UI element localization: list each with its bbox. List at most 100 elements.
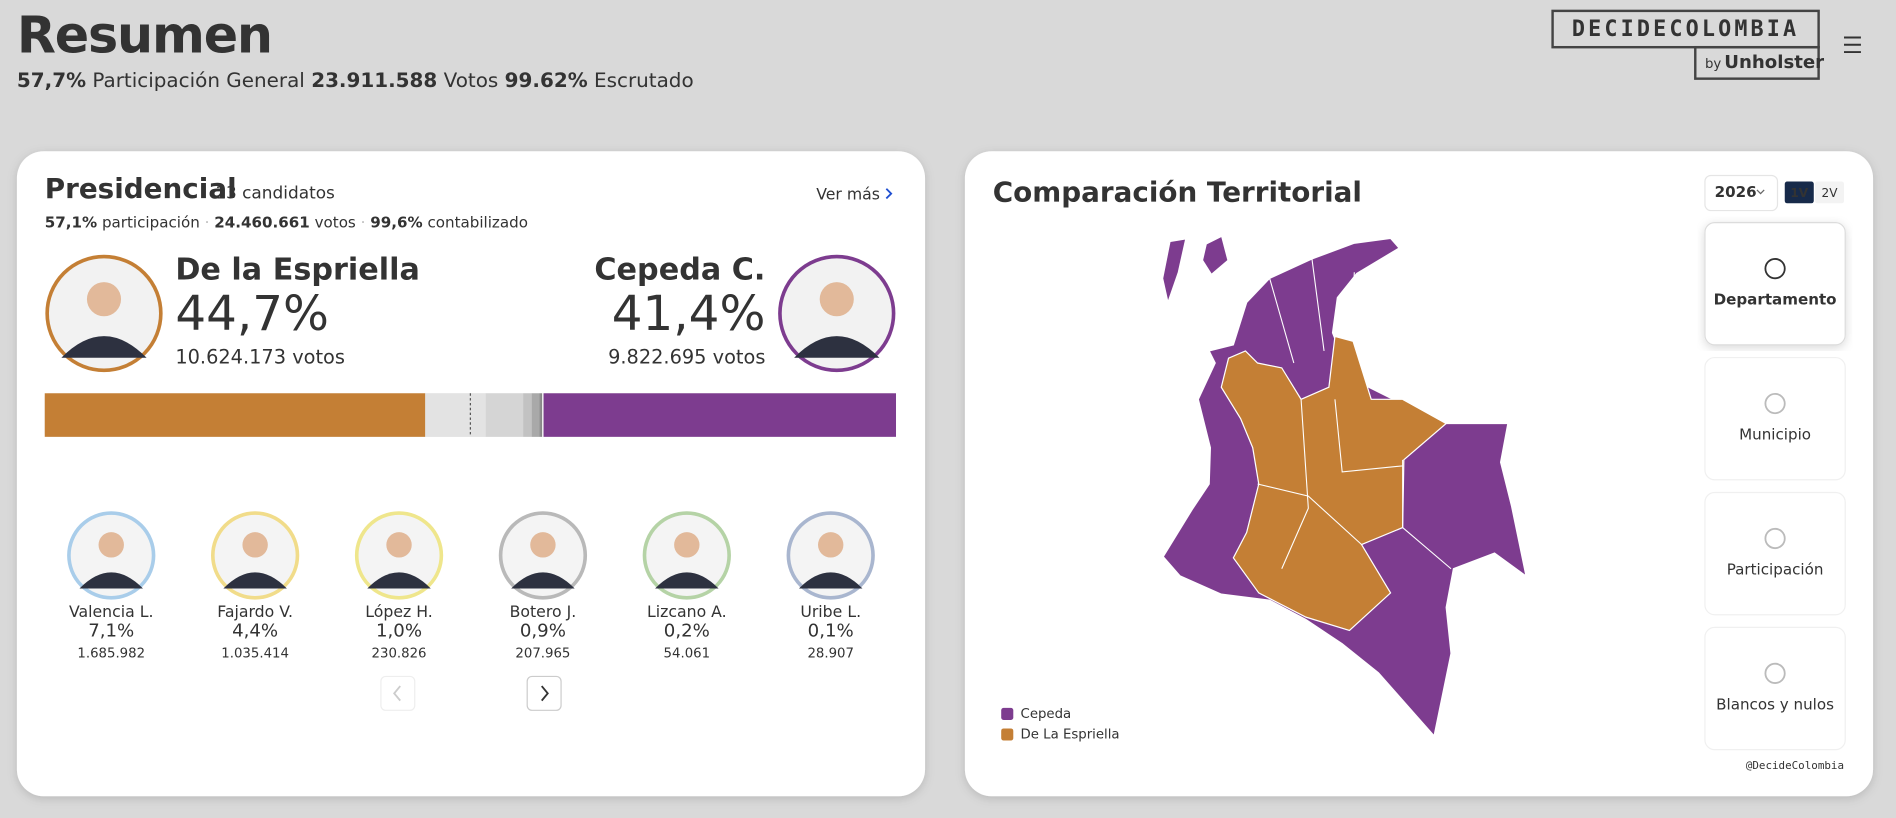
bar-segment xyxy=(543,393,897,437)
logo-box xyxy=(1551,9,1820,49)
avatar-body xyxy=(511,572,575,589)
avatar-head xyxy=(819,282,854,317)
prev-button[interactable] xyxy=(380,675,416,711)
view-box xyxy=(1704,626,1846,751)
candidate-votes: 1.035.414 xyxy=(221,646,289,661)
legend-swatch xyxy=(1001,728,1014,741)
candidate-list: Valencia L.7,1% 1.685.982 Fajardo V.4,4% 1.… xyxy=(67,511,875,661)
view-label: Blancos y nulos xyxy=(1716,695,1834,713)
candidate-share: 1,0% xyxy=(376,621,422,642)
avatar-body xyxy=(367,572,431,589)
view-icon xyxy=(1764,662,1786,684)
candidate-name: Botero J. xyxy=(510,602,577,621)
view-button[interactable]: Departamento xyxy=(1704,222,1846,346)
candidate-votes: 54.061 xyxy=(664,646,711,661)
candidate[interactable]: Valencia L.7,1% 1.685.982 xyxy=(67,511,156,661)
candidate[interactable]: Fajardo V.4,4% 1.035.414 xyxy=(211,511,300,661)
candidate-votes: 230.826 xyxy=(372,646,427,661)
stat-label: contabilizado xyxy=(427,213,527,231)
stat-value: 24.460.661 xyxy=(214,213,310,231)
avatar-head xyxy=(242,532,268,558)
view-label: Participación xyxy=(1727,560,1824,578)
view-list: Departamento Municipio Participación Blanco… xyxy=(1704,222,1846,751)
card-subtitle: 13 candidatos xyxy=(215,183,335,203)
candidate-votes: 1.685.982 xyxy=(77,646,145,661)
bar-segment xyxy=(523,393,532,437)
bar-segment xyxy=(539,393,542,437)
candidate[interactable]: Lizcano A.0,2% 54.061 xyxy=(642,511,731,661)
card-title: Presidencial xyxy=(45,172,237,205)
candidate-share: 0,1% xyxy=(808,621,854,642)
avatar-body xyxy=(655,572,719,589)
view-button[interactable]: Participación xyxy=(1704,491,1846,616)
summary: 57,7% Participación General 23.911.588 V… xyxy=(17,68,694,92)
candidate[interactable]: Uribe L.0,1% 28.907 xyxy=(786,511,875,661)
candidate-share: 4,4% xyxy=(232,621,278,642)
menu-button[interactable] xyxy=(1844,36,1861,54)
view-icon xyxy=(1764,392,1786,415)
bar-segment xyxy=(425,393,486,437)
candidate-share: 7,1% xyxy=(88,621,134,642)
year: 2026 xyxy=(1715,183,1757,201)
logo-text: DECIDECOLOMBIA xyxy=(1572,17,1799,42)
leader-avatars xyxy=(45,254,896,373)
year-select[interactable]: 2026 xyxy=(1704,174,1779,212)
round: 2V xyxy=(1822,186,1839,200)
candidate-votes: 207.965 xyxy=(515,646,570,661)
leader-name: Cepeda C. xyxy=(594,253,765,288)
candidate-name: Valencia L. xyxy=(69,602,154,621)
stat-value: 57,1% xyxy=(45,213,97,231)
summary-value: 57,7% xyxy=(17,68,86,92)
round: 1V xyxy=(1790,186,1808,200)
candidate[interactable]: López H.1,0% 230.826 xyxy=(354,511,444,661)
view-box xyxy=(1704,356,1846,481)
view-icon xyxy=(1764,527,1786,550)
stat-value: 99,6% xyxy=(370,213,422,231)
avatar-head xyxy=(674,532,700,558)
view-box xyxy=(1704,491,1846,616)
view-button[interactable]: Blancos y nulos xyxy=(1704,626,1846,751)
candidate-name: Uribe L. xyxy=(800,602,861,621)
presidential-card xyxy=(16,151,926,797)
map xyxy=(1162,237,1527,738)
candidate-name: Fajardo V. xyxy=(217,602,293,621)
candidate[interactable]: Botero J.0,9% 207.965 xyxy=(498,511,588,661)
summary-label: Votos xyxy=(444,68,499,92)
avatar-head xyxy=(98,532,124,558)
avatar-body xyxy=(79,572,143,589)
candidate-votes: 28.907 xyxy=(807,646,854,661)
summary-label: Escrutado xyxy=(594,68,694,92)
see-more[interactable]: Ver más xyxy=(816,184,893,203)
view-button[interactable]: Municipio xyxy=(1704,356,1846,481)
candidate-name: Lizcano A. xyxy=(647,602,727,621)
view-label: Departamento xyxy=(1714,291,1837,309)
logo[interactable]: DECIDECOLOMBIA by Unholster xyxy=(1551,9,1825,80)
results-bar xyxy=(44,393,897,437)
summary-label: Participación General xyxy=(92,68,304,92)
leader-share: 41,4% xyxy=(612,286,766,342)
leader-share: 44,7% xyxy=(175,286,329,342)
avatar-body xyxy=(61,336,147,358)
view-label: Municipio xyxy=(1739,426,1811,444)
legend-label: Cepeda xyxy=(1021,707,1072,722)
bar-segment xyxy=(44,393,426,437)
avatar-head xyxy=(818,532,844,558)
bar-segment xyxy=(541,393,542,437)
legend: Cepeda De La Espriella xyxy=(1001,707,1120,743)
stat-label: participación xyxy=(102,213,200,231)
summary-value: 23.911.588 xyxy=(311,68,437,92)
leader-votes: 9.822.695 votos xyxy=(608,346,765,369)
view-icon xyxy=(1764,258,1786,280)
avatar-head xyxy=(86,282,122,317)
next-button[interactable] xyxy=(526,675,562,711)
stat-label: votos xyxy=(315,213,356,231)
page-title: Resumen xyxy=(17,6,272,65)
stats: 57,1% participación · 24.460.661 votos ·… xyxy=(45,213,528,231)
link: Ver más xyxy=(816,184,880,203)
view-box xyxy=(1704,222,1846,346)
round-toggle[interactable]: 1V 2V xyxy=(1784,181,1845,204)
credit: @DecideColombia xyxy=(1746,759,1844,772)
avatar-body xyxy=(223,572,287,589)
summary-value: 99.62% xyxy=(505,68,588,92)
